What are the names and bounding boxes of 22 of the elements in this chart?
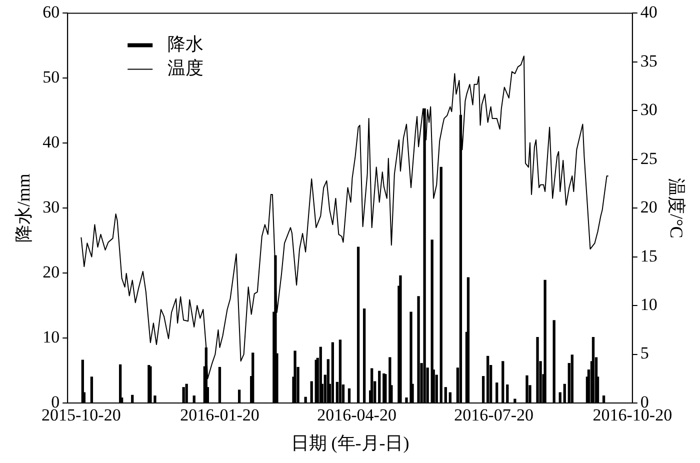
x-tick-label: 2016-07-20 xyxy=(454,406,534,425)
x-tick-label: 2016-04-20 xyxy=(317,406,396,425)
y2-tick-label: 5 xyxy=(640,344,649,363)
y2-tick-label: 40 xyxy=(640,2,658,22)
y-tick-label: 40 xyxy=(42,132,60,152)
y2-tick-label: 15 xyxy=(640,246,658,266)
y2-axis-title: 温度/°C xyxy=(666,178,686,238)
y-tick-label: 30 xyxy=(42,198,60,217)
y2-tick-label: 20 xyxy=(640,198,658,217)
x-axis-title: 日期 (年-月-日) xyxy=(290,432,410,453)
legend-label: 温度 xyxy=(168,58,204,78)
y-axis-title: 降水/mm xyxy=(14,174,34,243)
y-tick-label: 10 xyxy=(42,328,60,346)
y2-tick-label: 35 xyxy=(640,51,658,70)
legend-label: 降水 xyxy=(168,34,204,54)
y2-tick-label: 25 xyxy=(640,148,658,168)
y-tick-label: 60 xyxy=(42,2,60,22)
x-tick-label: 2016-01-20 xyxy=(180,406,260,425)
y2-tick-label: 10 xyxy=(640,295,658,314)
y2-tick-label: 30 xyxy=(640,100,658,120)
y-tick-label: 20 xyxy=(42,262,60,282)
y-tick-label: 50 xyxy=(42,68,60,87)
